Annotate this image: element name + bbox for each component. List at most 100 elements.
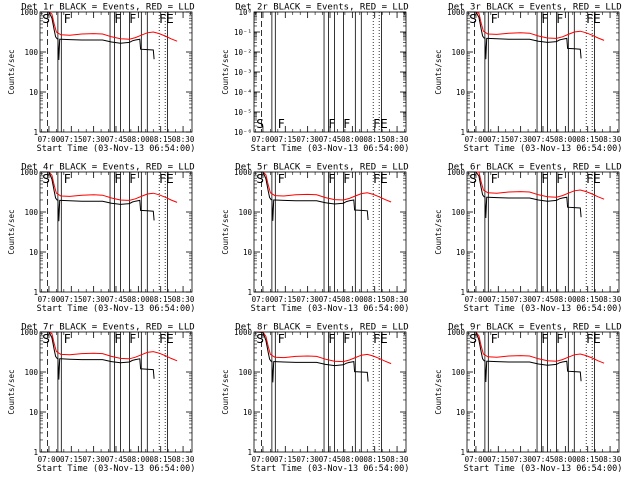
flag-annotation-f: F [329,332,336,346]
flag-annotation-f: F [556,332,563,346]
events-series-line [467,331,582,383]
x-tick-label: 07:00 [252,295,275,304]
x-axis-label: Start Time (03-Nov-13 06:54:00) [251,304,410,314]
y-tick-label: 10⁻³ [234,68,252,77]
lld-series-line [40,331,178,362]
x-tick-label: 08:15 [149,135,172,144]
x-tick-label: 08:30 [386,135,409,144]
panel-det-6r: Det 6r BLACK = Events, RED = LLD 1 10 100 10… [434,163,622,315]
y-tick-label: 10⁻² [234,48,252,57]
flag-annotation-fe: FE [373,172,387,186]
y-tick-label: 10⁻⁴ [234,88,252,97]
x-tick-label: 07:45 [532,135,555,144]
panel-title: Det 8r BLACK = Events, RED = LLD [235,323,408,333]
lld-series-line [467,11,605,41]
x-tick-label: 07:00 [38,135,61,144]
y-tick-label: 100 [451,208,465,217]
flag-annotation-f: F [129,172,136,186]
y-tick-label: 1000 [234,328,253,337]
x-tick-label: 08:15 [149,455,172,464]
flag-annotation-fe: FE [159,332,173,346]
events-series-line [467,171,582,219]
x-tick-label: 07:30 [82,455,105,464]
y-tick-label: 1 [247,448,252,457]
y-tick-label: 10⁻⁶ [234,128,252,137]
x-tick-label: 08:00 [341,455,364,464]
plot-frame [253,11,407,133]
y-tick-label: 1000 [20,168,39,177]
panel-det-1r: Det 1r BLACK = Events, RED = LLD 1 10 100 10… [7,3,195,155]
x-tick-label: 07:15 [60,295,83,304]
panel-title: Det 1r BLACK = Events, RED = LLD [21,3,194,13]
plot-frame [39,11,193,133]
y-tick-label: 1000 [234,168,253,177]
x-tick-label: 07:45 [319,455,342,464]
x-tick-label: 08:30 [386,295,409,304]
flag-annotation-f: F [115,332,122,346]
y-axis-label: Counts/sec [7,369,16,414]
flag-annotation-f: F [556,172,563,186]
events-series-line [467,11,582,60]
flag-annotation-f: F [278,332,285,346]
x-axis-label: Start Time (03-Nov-13 06:54:00) [464,464,623,474]
panel-det-9r: Det 9r BLACK = Events, RED = LLD 1 10 100 10… [434,323,622,475]
x-tick-label: 08:15 [576,455,599,464]
flag-annotation-f: F [129,12,136,26]
y-tick-label: 100 [451,368,465,377]
x-tick-label: 08:00 [554,135,577,144]
x-tick-label: 07:45 [105,135,128,144]
panel-title: Det 5r BLACK = Events, RED = LLD [235,163,408,173]
flag-annotation-f: F [491,12,498,26]
y-tick-label: 100 [238,208,252,217]
x-tick-label: 08:00 [127,455,150,464]
flag-annotation-f: F [64,172,71,186]
x-tick-label: 07:30 [296,295,319,304]
y-axis-label: Counts/sec [434,49,443,94]
lld-series-line [254,171,392,203]
x-tick-label: 07:45 [319,295,342,304]
y-tick-label: 1 [33,128,38,137]
flag-annotation-f: F [343,172,350,186]
flag-annotation-s: S [256,117,264,131]
x-tick-label: 07:45 [319,135,342,144]
flag-annotation-s: S [42,12,50,26]
flag-annotation-f: F [329,117,336,131]
panel-det-7r: Det 7r BLACK = Events, RED = LLD 1 10 100 10… [7,323,195,475]
y-tick-label: 10⁻⁵ [234,108,252,117]
x-tick-label: 08:30 [386,455,409,464]
x-tick-label: 08:30 [172,295,195,304]
lld-series-line [254,331,392,365]
panel-det-8r: Det 8r BLACK = Events, RED = LLD 1 10 100 10… [221,323,409,475]
flag-annotation-fe: FE [373,332,387,346]
x-tick-label: 07:30 [509,295,532,304]
y-tick-label: 1 [247,288,252,297]
x-tick-label: 07:15 [487,295,510,304]
y-axis-label: Counts/sec [434,209,443,254]
plot-frame [253,331,407,453]
flag-annotation-f: F [491,332,498,346]
plot-frame [39,331,193,453]
flag-annotation-f: F [542,332,549,346]
flag-annotation-f: F [556,12,563,26]
x-axis-label: Start Time (03-Nov-13 06:54:00) [464,144,623,154]
events-series-line [40,331,155,380]
x-tick-label: 08:30 [599,455,622,464]
x-tick-label: 07:00 [38,455,61,464]
x-tick-label: 07:30 [82,295,105,304]
y-tick-label: 1000 [20,328,39,337]
x-tick-label: 07:15 [274,295,297,304]
flag-annotation-fe: FE [586,332,600,346]
y-tick-label: 10 [243,408,253,417]
events-series-line [253,331,369,383]
flag-annotation-fe: FE [586,172,600,186]
panel-det-5r: Det 5r BLACK = Events, RED = LLD 1 10 100 10… [221,163,409,315]
x-tick-label: 07:00 [38,295,61,304]
y-tick-label: 10 [456,88,466,97]
events-series-line [254,171,369,221]
x-tick-label: 08:15 [363,135,386,144]
x-tick-label: 07:15 [274,455,297,464]
lld-series-line [40,11,178,42]
y-tick-label: 10 [29,88,39,97]
